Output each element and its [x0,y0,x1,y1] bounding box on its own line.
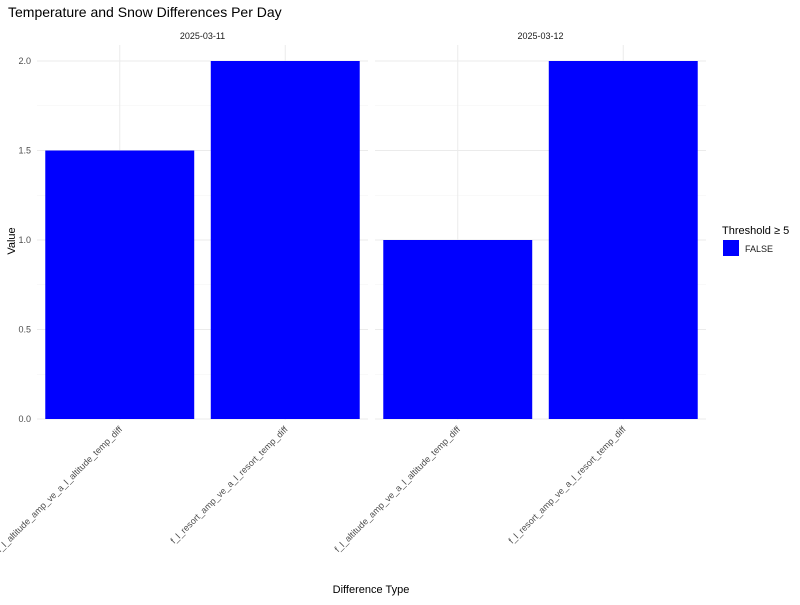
facet-panel: 2025-03-11 f_l_altitude_amp_ve_a_l_altitu… [0,31,368,554]
y-tick-label: 2.0 [18,56,31,66]
y-tick-label: 0.0 [18,414,31,424]
legend-key-false [723,240,739,256]
chart-title: Temperature and Snow Differences Per Day [8,4,282,20]
y-tick-label: 0.5 [18,325,31,335]
bar [548,61,698,419]
legend-title: Threshold ≥ 5 [722,225,789,237]
facet-panel: 2025-03-12 f_l_altitude_amp_ve_a_l_altitu… [332,31,706,554]
bar [383,240,533,419]
y-tick-label: 1.5 [18,146,31,156]
x-tick-label: f_l_resort_amp_ve_a_l_resort_temp_diff [168,424,290,546]
facet-strip-label: 2025-03-11 [180,31,225,41]
x-tick-label: f_l_altitude_amp_ve_a_l_altitude_temp_di… [0,424,125,554]
bar [210,61,360,419]
legend: Threshold ≥ 5 FALSE [722,225,789,256]
facet-strip-label: 2025-03-12 [517,31,563,41]
facet-panels: 2025-03-11 f_l_altitude_amp_ve_a_l_altitu… [0,31,706,554]
bar [45,150,195,419]
y-tick-label: 1.0 [18,235,31,245]
x-tick-label: f_l_resort_amp_ve_a_l_resort_temp_diff [506,424,628,546]
x-axis-title: Difference Type [333,584,410,596]
legend-label-false: FALSE [745,244,773,254]
y-axis-title: Value [6,227,18,254]
y-axis: 0.0 0.5 1.0 1.5 2.0 [18,56,31,424]
x-tick-label: f_l_altitude_amp_ve_a_l_altitude_temp_di… [332,424,462,554]
